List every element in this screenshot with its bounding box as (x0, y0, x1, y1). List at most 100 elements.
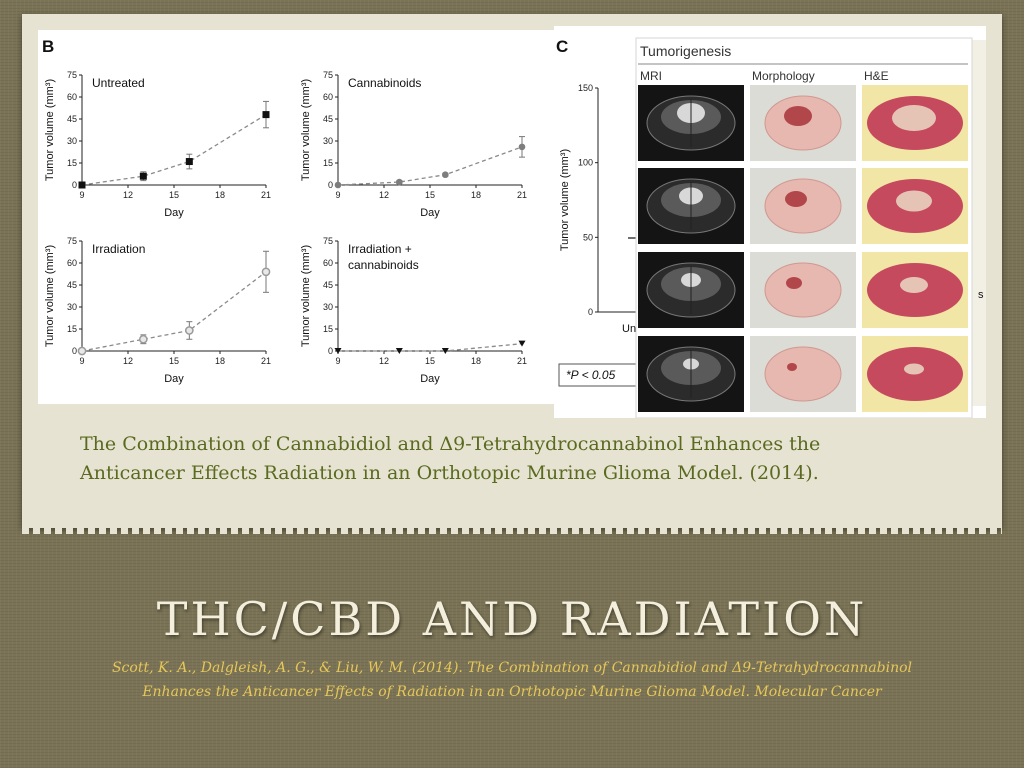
data-point (518, 143, 526, 151)
figure-panel-b: B 0 15 30 45 60 75 9 12 15 18 21 Day Tumor volume (mm… (38, 30, 554, 404)
he-tumor-region (904, 363, 924, 375)
y-tick-label: 15 (67, 158, 77, 168)
x-tick-label: 12 (379, 356, 389, 366)
y-tick-label: 0 (72, 180, 77, 190)
slide-title: THC/CBD AND RADIATION (156, 592, 868, 646)
chart-title: Irradiation + cannabinoids (348, 242, 419, 272)
y-tick-label: 30 (67, 136, 77, 146)
x-tick-label: 9 (79, 356, 84, 366)
chart-title-line: Cannabinoids (348, 76, 421, 90)
data-point (442, 171, 449, 179)
stat-note: *P < 0.05 (566, 368, 616, 382)
y-axis-title: Tumor volume (mm³) (300, 245, 312, 347)
he-stain-image (862, 336, 968, 412)
morphology-tissue (764, 262, 842, 318)
panel-c-y-tick-label: 150 (578, 83, 593, 93)
morphology-image (750, 168, 856, 244)
y-tick-label: 30 (323, 302, 333, 312)
inset-column-label: H&E (864, 69, 889, 83)
x-tick-label: 18 (471, 190, 481, 200)
inset-title: Tumorigenesis (640, 43, 731, 59)
x-tick-label: 18 (471, 356, 481, 366)
inset-column-label: MRI (640, 69, 662, 83)
he-stain-image (862, 252, 968, 328)
mri-image (638, 168, 744, 244)
chart-title: Irradiation (92, 242, 145, 256)
y-axis-title: Tumor volume (mm³) (44, 79, 56, 181)
morphology-image (750, 85, 856, 161)
data-point (77, 346, 87, 356)
y-tick-label: 15 (323, 158, 333, 168)
data-point (396, 178, 403, 186)
panel-c-y-axis-title: Tumor volume (mm³) (559, 149, 571, 251)
line-chart-4: 0 15 30 45 60 75 9 12 15 18 21 Day Tumor volume (mm³… (300, 236, 527, 385)
chart-title-line: Irradiation + (348, 242, 412, 256)
x-tick-label: 15 (169, 190, 179, 200)
he-stain-image (862, 85, 968, 161)
x-tick-label: 9 (79, 190, 84, 200)
y-tick-label: 0 (328, 346, 333, 356)
y-tick-label: 75 (323, 70, 333, 80)
x-axis-title: Day (420, 373, 440, 385)
y-tick-label: 75 (67, 70, 77, 80)
x-tick-label: 21 (517, 190, 527, 200)
data-point (262, 111, 270, 119)
chart-title-line: Irradiation (92, 242, 145, 256)
line-chart-1: 0 15 30 45 60 75 9 12 15 18 21 Day Tumor volume (mm³… (44, 70, 271, 219)
y-tick-label: 45 (67, 114, 77, 124)
x-axis-title: Day (420, 207, 440, 219)
line-chart-3: 0 15 30 45 60 75 9 12 15 18 21 Day Tumor volume (mm³… (44, 236, 271, 385)
y-tick-label: 15 (67, 324, 77, 334)
chart-title: Cannabinoids (348, 76, 421, 90)
y-tick-label: 60 (67, 258, 77, 268)
morphology-tumor (784, 106, 812, 126)
caption-line-1: The Combination of Cannabidiol and Δ9-Te… (80, 433, 821, 455)
morphology-tissue (764, 178, 842, 234)
y-tick-label: 60 (67, 92, 77, 102)
he-tumor-region (900, 277, 928, 293)
series-line (81, 271, 267, 352)
inset-column-label: Morphology (752, 69, 815, 83)
data-point (441, 348, 449, 354)
y-tick-label: 15 (323, 324, 333, 334)
data-point (184, 326, 194, 335)
y-tick-label: 0 (328, 180, 333, 190)
morphology-tumor (787, 363, 797, 371)
panel-b-label: B (42, 37, 54, 56)
x-tick-label: 15 (425, 190, 435, 200)
morphology-tumor (786, 277, 802, 289)
y-tick-label: 60 (323, 258, 333, 268)
x-tick-label: 21 (261, 356, 271, 366)
y-tick-label: 30 (67, 302, 77, 312)
y-tick-label: 75 (67, 236, 77, 246)
citation: Scott, K. A., Dalgleish, A. G., & Liu, W… (60, 656, 964, 704)
x-tick-label: 21 (261, 190, 271, 200)
data-point (138, 334, 148, 344)
morphology-tissue (764, 346, 842, 402)
data-point (261, 267, 271, 277)
x-tick-label: 21 (517, 356, 527, 366)
citation-line-2: Enhances the Anticancer Effects of Radia… (142, 684, 882, 700)
x-tick-label: 18 (215, 190, 225, 200)
x-tick-label: 9 (335, 190, 340, 200)
data-point (334, 348, 342, 354)
morphology-tumor (785, 191, 807, 207)
panel-c-y-tick-label: 0 (588, 307, 593, 317)
y-tick-label: 75 (323, 236, 333, 246)
data-point (395, 348, 403, 354)
series-line (81, 114, 267, 186)
data-point (78, 181, 86, 189)
x-tick-label: 9 (335, 356, 340, 366)
data-point (139, 172, 147, 180)
he-tumor-region (896, 190, 932, 212)
x-tick-label: 12 (123, 356, 133, 366)
he-stain-image (862, 168, 968, 244)
series-line (337, 146, 523, 186)
y-tick-label: 45 (323, 280, 333, 290)
data-point (518, 340, 526, 347)
y-tick-label: 0 (72, 346, 77, 356)
line-chart-2: 0 15 30 45 60 75 9 12 15 18 21 Day Tumor volume (mm³… (300, 70, 527, 219)
chart-title-line: Untreated (92, 76, 145, 90)
chart-title: Untreated (92, 76, 145, 90)
panel-c-label: C (556, 37, 568, 56)
